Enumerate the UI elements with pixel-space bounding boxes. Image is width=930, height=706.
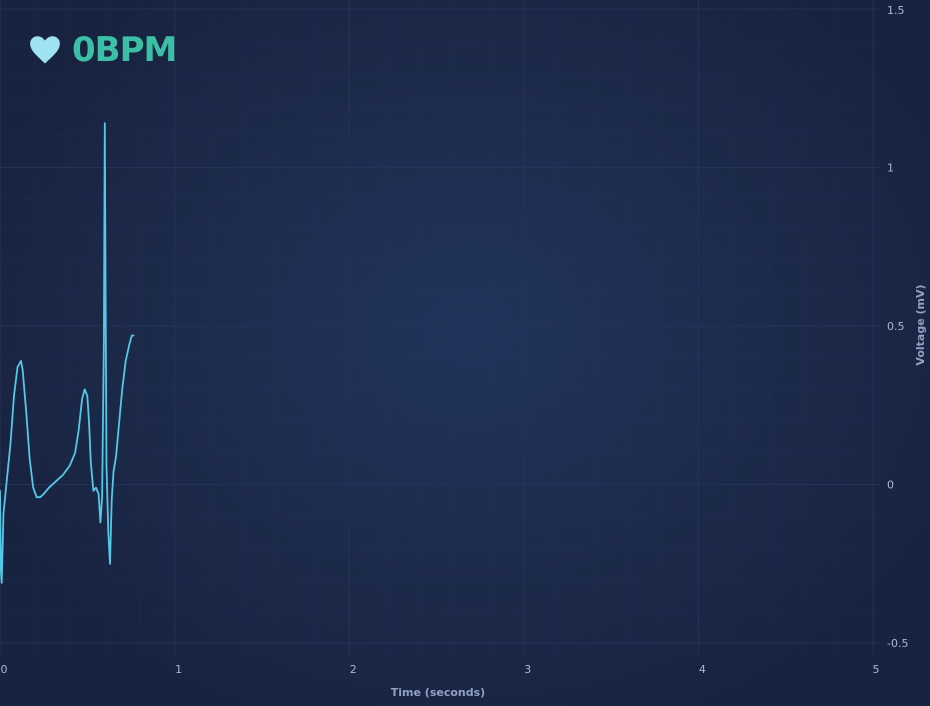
y-tick-label: 1 — [887, 162, 894, 175]
y-axis-title: Voltage (mV) — [914, 284, 927, 365]
grid-major — [0, 0, 880, 655]
y-axis-ticks: -0.5 0 0.5 1 1.5 — [887, 4, 908, 650]
x-tick-label: 4 — [699, 663, 706, 676]
y-tick-label: 0.5 — [887, 320, 905, 333]
bpm-display: 0BPM — [28, 28, 177, 72]
trace-layer — [0, 122, 135, 584]
x-tick-label: 2 — [350, 663, 357, 676]
grid-minor — [0, 0, 880, 655]
x-tick-label: 0 — [1, 663, 8, 676]
x-tick-label: 3 — [524, 663, 531, 676]
y-tick-label: 1.5 — [887, 4, 905, 17]
bpm-value: 0BPM — [72, 30, 177, 70]
y-tick-label: -0.5 — [887, 637, 908, 650]
x-axis-title: Time (seconds) — [391, 686, 485, 699]
heart-icon — [30, 36, 60, 64]
x-tick-label: 1 — [175, 663, 182, 676]
x-axis-ticks: 0 1 2 3 4 5 — [1, 663, 880, 676]
x-tick-label: 5 — [873, 663, 880, 676]
y-tick-label: 0 — [887, 479, 894, 492]
ecg-trace-line — [0, 122, 135, 584]
